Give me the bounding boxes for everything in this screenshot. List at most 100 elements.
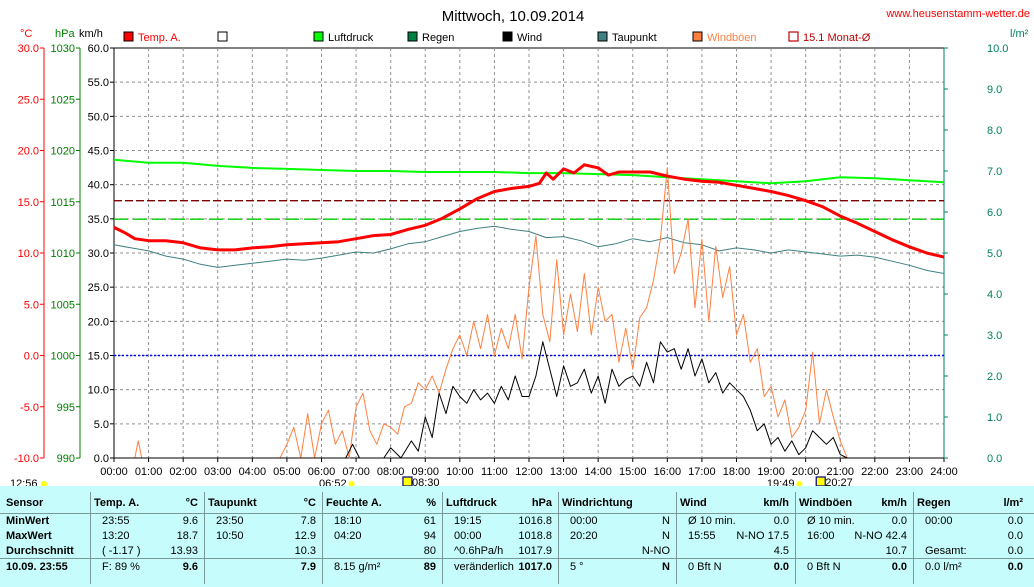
x-tick-label: 05:00	[273, 466, 301, 478]
series-line	[114, 341, 944, 459]
wind-tick-label: 45.0	[88, 146, 109, 158]
column-divider	[322, 492, 323, 584]
footer-value: 0.0	[773, 561, 789, 573]
column-divider	[676, 492, 677, 584]
wind-tick-label: 50.0	[88, 111, 109, 123]
table-cell-row: 00:00 N	[562, 514, 674, 529]
cell-value: N	[662, 515, 670, 527]
legend-label: Wind	[517, 32, 542, 44]
column-header: Luftdruck hPa	[446, 496, 556, 511]
table-footer-divider	[0, 558, 1034, 559]
moon-label: 20:27	[825, 477, 853, 486]
column-divider	[558, 492, 559, 584]
temp-tick-label: 25.0	[18, 94, 39, 106]
column-unit: km/h	[881, 497, 907, 509]
temp-tick-label: 0.0	[24, 351, 39, 363]
rain-tick-label: 9.0	[987, 84, 1002, 96]
x-tick-label: 21:00	[826, 466, 854, 478]
column-unit: °C	[185, 497, 198, 509]
cell-label: MaxWert	[6, 530, 52, 542]
table-footer-row: 7.9	[208, 560, 320, 575]
cell-value: 0.0	[773, 515, 789, 527]
wind-tick-label: 55.0	[88, 77, 109, 89]
cell-label: Ø 10 min.	[688, 515, 736, 527]
table-cell-row: Ø 10 min. 0.0	[799, 514, 911, 529]
column-unit: %	[426, 497, 436, 509]
table-cell-row: 13:20 18.7	[94, 529, 202, 544]
cell-value: N	[662, 530, 670, 542]
x-tick-label: 14:00	[584, 466, 612, 478]
cell-value: N-NO 42.4	[854, 530, 907, 542]
column-title: Feuchte A.	[326, 497, 382, 509]
cell-label: 19:15	[454, 515, 482, 527]
table-column: Regen l/m² 00:00 0.0 0.0 Gesamt: 0.0 0.0 l/m² 0.…	[917, 492, 1027, 584]
footer-label: 0.0 l/m²	[925, 561, 962, 573]
column-divider	[90, 492, 91, 584]
cell-label: Ø 10 min.	[807, 515, 855, 527]
wind-tick-label: 35.0	[88, 214, 109, 226]
legend-swatch	[217, 31, 228, 42]
pressure-tick-label: 1030	[51, 43, 75, 55]
legend-label: Temp. A.	[138, 32, 181, 44]
cell-label: Gesamt:	[925, 545, 967, 557]
cell-value: N-NO 17.5	[736, 530, 789, 542]
footer-label: 0 Bft N	[688, 561, 722, 573]
legend-swatch	[502, 31, 513, 42]
table-column: Feuchte A.% 18:10 61 04:20 94 80 8.15 g/m² 89	[326, 492, 440, 584]
column-title: Temp. A.	[94, 497, 140, 509]
x-tick-label: 00:00	[100, 466, 128, 478]
pressure-tick-label: 1005	[51, 299, 75, 311]
rain-tick-label: 7.0	[987, 166, 1002, 178]
chart-legend: Temp. A. Luftdruck Regen Wind Taupunkt Windbö…	[123, 31, 871, 44]
legend-swatch	[788, 31, 799, 42]
reference-lines	[114, 200, 944, 357]
legend-swatch	[692, 31, 703, 42]
cell-value: 0.0	[1007, 530, 1023, 542]
cell-value: 1017.9	[518, 545, 552, 557]
wind-axis-unit: km/h	[79, 28, 103, 40]
x-tick-label: 17:00	[688, 466, 716, 478]
wind-tick-label: 0.0	[94, 453, 109, 465]
rain-tick-label: 4.0	[987, 289, 1002, 301]
temp-tick-label: 20.0	[18, 146, 39, 158]
table-cell-row: 23:50 7.8	[208, 514, 320, 529]
wind-tick-label: 5.0	[94, 419, 109, 431]
table-footer-row: 10.09. 23:55	[6, 560, 90, 575]
pressure-tick-label: 1010	[51, 248, 75, 260]
table-cell-row: MinWert	[6, 514, 90, 529]
rain-tick-label: 8.0	[987, 125, 1002, 137]
temp-tick-label: 5.0	[24, 299, 39, 311]
cell-value: 94	[423, 530, 436, 542]
pressure-tick-label: 990	[57, 453, 75, 465]
rain-tick-label: 5.0	[987, 248, 1002, 260]
x-tick-label: 18:00	[723, 466, 751, 478]
cell-label: ( -1.17 )	[102, 545, 141, 557]
x-tick-label: 20:00	[792, 466, 820, 478]
table-column: Wind km/h Ø 10 min. 0.0 15:55 N-NO 17.5 4.5 0 B…	[680, 492, 793, 584]
table-footer-row: 0 Bft N 0.0	[799, 560, 911, 575]
pressure-tick-label: 1025	[51, 94, 75, 106]
cell-label: 15:55	[688, 530, 716, 542]
rain-tick-label: 6.0	[987, 207, 1002, 219]
sun-label: 19:49	[767, 478, 795, 486]
cell-label: 23:55	[102, 515, 130, 527]
x-tick-label: 16:00	[654, 466, 682, 478]
legend-swatch	[123, 31, 134, 42]
table-footer-row: veränderlich 1017.0	[446, 560, 556, 575]
x-tick-label: 12:00	[515, 466, 543, 478]
x-tick-label: 09:00	[411, 466, 439, 478]
moon-marker	[815, 476, 826, 486]
moon-marker	[402, 476, 413, 486]
cell-label: 10:50	[216, 530, 244, 542]
x-tick-label: 11:00	[481, 466, 508, 478]
cell-value: 10.7	[885, 545, 907, 557]
temp-tick-label: 10.0	[18, 248, 39, 260]
footer-label: 8.15 g/m²	[334, 561, 381, 573]
table-cell-row: MaxWert	[6, 529, 90, 544]
table-cell-row: N-NO	[562, 544, 674, 559]
table-cell-row: Gesamt: 0.0	[917, 544, 1027, 559]
wind-tick-label: 15.0	[88, 351, 109, 363]
sun-label: 06:52	[319, 478, 347, 486]
footer-label: 5 °	[570, 561, 584, 573]
column-header: Temp. A. °C	[94, 496, 202, 511]
